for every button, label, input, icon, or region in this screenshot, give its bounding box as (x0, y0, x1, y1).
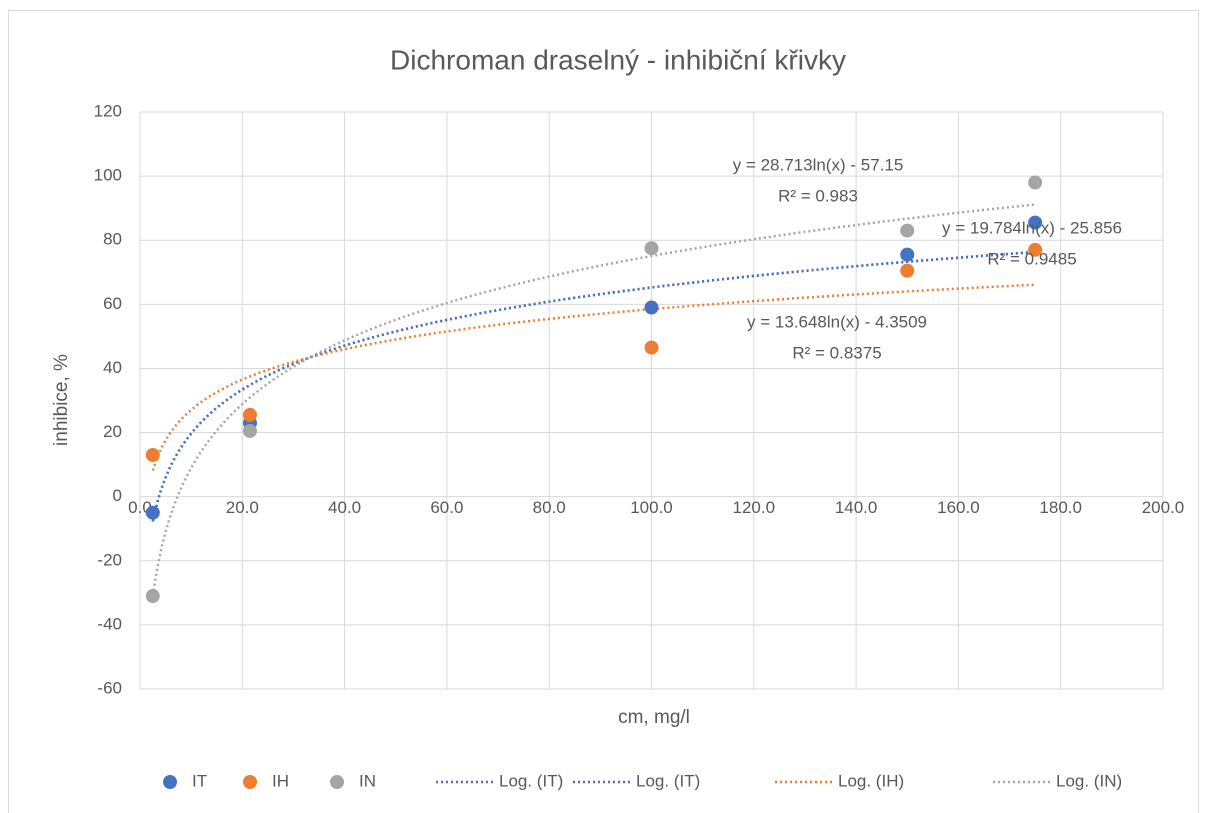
point (1028, 175, 1043, 190)
point (900, 263, 915, 278)
x-tick-label: 160.0 (937, 498, 980, 517)
trendline (151, 250, 1036, 522)
y-tick-label: 60 (103, 294, 122, 313)
trendline (151, 203, 1036, 596)
y-tick-label: -60 (97, 678, 122, 697)
y-tick-label: -40 (97, 614, 122, 633)
chart-border (8, 10, 1199, 813)
legend-label: Log. (IT) (636, 771, 700, 790)
x-tick-label: 80.0 (533, 498, 566, 517)
legend-label: IN (359, 771, 376, 790)
point (145, 505, 160, 520)
x-tick-label: 40.0 (328, 498, 361, 517)
legend-marker (330, 775, 344, 789)
legend-marker (243, 775, 257, 789)
y-tick-label: -20 (97, 550, 122, 569)
point (900, 223, 915, 238)
y-axis-label: inhibice, % (51, 354, 72, 446)
x-tick-label: 20.0 (226, 498, 259, 517)
point (242, 423, 257, 438)
trendline-equation: y = 28.713ln(x) - 57.15 (733, 155, 904, 174)
x-tick-label: 180.0 (1039, 498, 1082, 517)
point (644, 300, 659, 315)
point (1028, 215, 1043, 230)
x-tick-label: 60.0 (430, 498, 463, 517)
trendline-r-squared: R² = 0.9485 (987, 249, 1076, 268)
trendline-r-squared: R² = 0.8375 (792, 343, 881, 362)
point (145, 447, 160, 462)
point (145, 589, 160, 604)
y-tick-label: 120 (94, 101, 122, 120)
x-tick-label: 140.0 (835, 498, 878, 517)
y-tick-label: 100 (94, 166, 122, 185)
legend-label: Log. (IT) (499, 771, 563, 790)
x-tick-label: 100.0 (630, 498, 673, 517)
legend-label: Log. (IH) (838, 771, 904, 790)
legend-label: Log. (IN) (1056, 771, 1122, 790)
trendline (151, 283, 1036, 471)
y-tick-label: 40 (103, 358, 122, 377)
legend-label: IH (272, 771, 289, 790)
trendline-r-squared: R² = 0.983 (778, 186, 858, 205)
y-tick-label: 20 (103, 422, 122, 441)
point (1028, 242, 1043, 257)
trendline-equation: y = 13.648ln(x) - 4.3509 (747, 312, 927, 331)
x-tick-label: 200.0 (1142, 498, 1185, 517)
y-tick-label: 0 (113, 486, 122, 505)
point (644, 340, 659, 355)
x-axis-label: cm, mg/l (618, 707, 690, 728)
x-tick-label: 120.0 (733, 498, 776, 517)
point (242, 407, 257, 422)
point (644, 241, 659, 256)
y-tick-label: 80 (103, 230, 122, 249)
legend-label: IT (192, 771, 207, 790)
legend-marker (163, 775, 177, 789)
trendline-equation: y = 19.784ln(x) - 25.856 (942, 218, 1122, 237)
chart-title: Dichroman draselný - inhibiční křivky (390, 44, 846, 75)
point (900, 247, 915, 262)
